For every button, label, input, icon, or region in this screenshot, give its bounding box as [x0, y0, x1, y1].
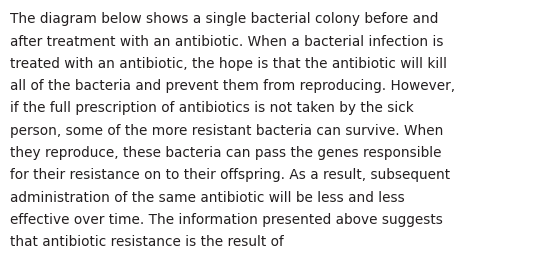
Text: effective over time. The information presented above suggests: effective over time. The information pre… [10, 213, 443, 227]
Text: The diagram below shows a single bacterial colony before and: The diagram below shows a single bacteri… [10, 12, 439, 26]
Text: all of the bacteria and prevent them from reproducing. However,: all of the bacteria and prevent them fro… [10, 79, 455, 93]
Text: for their resistance on to their offspring. As a result, subsequent: for their resistance on to their offspri… [10, 168, 450, 182]
Text: they reproduce, these bacteria can pass the genes responsible: they reproduce, these bacteria can pass … [10, 146, 441, 160]
Text: after treatment with an antibiotic. When a bacterial infection is: after treatment with an antibiotic. When… [10, 35, 444, 48]
Text: administration of the same antibiotic will be less and less: administration of the same antibiotic wi… [10, 191, 405, 205]
Text: if the full prescription of antibiotics is not taken by the sick: if the full prescription of antibiotics … [10, 101, 414, 115]
Text: that antibiotic resistance is the result of: that antibiotic resistance is the result… [10, 235, 284, 249]
Text: person, some of the more resistant bacteria can survive. When: person, some of the more resistant bacte… [10, 124, 444, 138]
Text: treated with an antibiotic, the hope is that the antibiotic will kill: treated with an antibiotic, the hope is … [10, 57, 447, 71]
